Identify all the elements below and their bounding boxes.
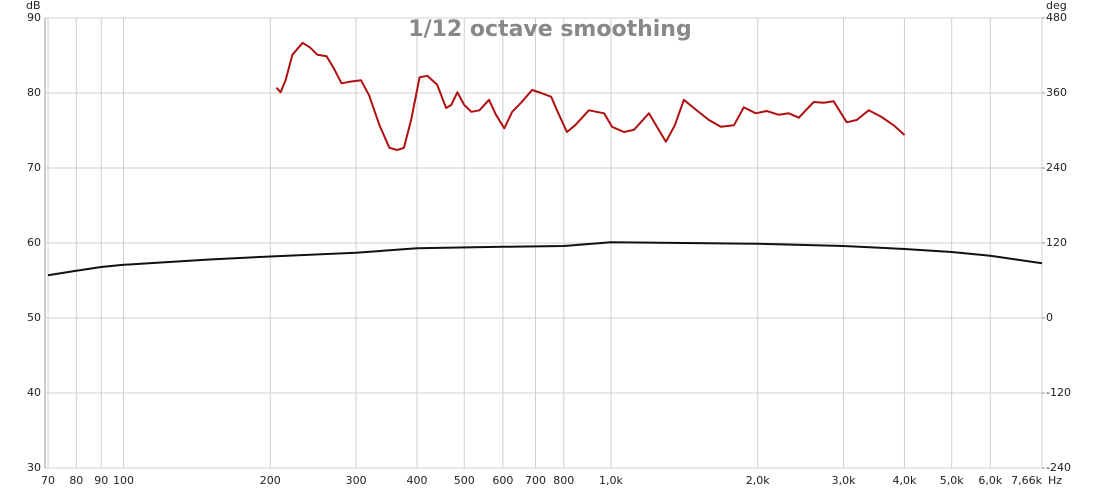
chart-title: 1/12 octave smoothing bbox=[408, 17, 691, 42]
y-tick-label: 30 bbox=[27, 461, 41, 474]
x-tick-label: 2,0k bbox=[746, 474, 770, 487]
x-tick-label: 80 bbox=[69, 474, 83, 487]
x-tick-label: 500 bbox=[454, 474, 475, 487]
y2-tick-label: 0 bbox=[1046, 311, 1053, 324]
x-tick-label: 90 bbox=[94, 474, 108, 487]
y-tick-label: 40 bbox=[27, 386, 41, 399]
y-tick-label: 80 bbox=[27, 86, 41, 99]
y-tick-label: 50 bbox=[27, 311, 41, 324]
x-tick-label: 5,0k bbox=[940, 474, 964, 487]
y-tick-label: 90 bbox=[27, 11, 41, 24]
x-tick-label: 4,0k bbox=[893, 474, 917, 487]
y-tick-label: 60 bbox=[27, 236, 41, 249]
x-tick-label: 800 bbox=[553, 474, 574, 487]
x-tick-label: 700 bbox=[525, 474, 546, 487]
x-tick-label: 300 bbox=[346, 474, 367, 487]
y2-tick-label: 480 bbox=[1046, 11, 1067, 24]
x-tick-label: 600 bbox=[492, 474, 513, 487]
y2-tick-label: -120 bbox=[1046, 386, 1071, 399]
x-tick-label: 400 bbox=[407, 474, 428, 487]
x-tick-label: 100 bbox=[113, 474, 134, 487]
y2-tick-label: 360 bbox=[1046, 86, 1067, 99]
x-tick-label: 7,66k bbox=[1011, 474, 1042, 487]
y2-tick-label: 240 bbox=[1046, 161, 1067, 174]
x-tick-label: 3,0k bbox=[832, 474, 856, 487]
series-line bbox=[275, 41, 906, 151]
y2-tick-label: -240 bbox=[1046, 461, 1071, 474]
y2-tick-label: 120 bbox=[1046, 236, 1067, 249]
y2-axis-label: deg bbox=[1046, 0, 1067, 12]
x-tick-label: 1,0k bbox=[599, 474, 623, 487]
x-axis-label: Hz bbox=[1048, 474, 1062, 487]
x-tick-label: 6,0k bbox=[978, 474, 1002, 487]
y-tick-label: 70 bbox=[27, 161, 41, 174]
x-tick-label: 200 bbox=[260, 474, 281, 487]
x-tick-label: 70 bbox=[41, 474, 55, 487]
y-axis-label: dB bbox=[26, 0, 41, 12]
series-line bbox=[47, 241, 1043, 277]
